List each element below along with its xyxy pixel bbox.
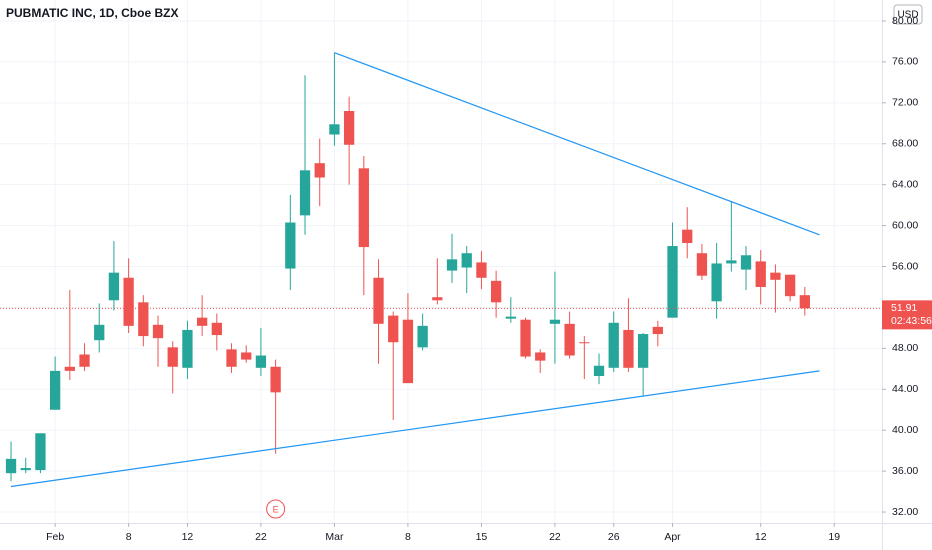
candle-body xyxy=(505,316,516,319)
candle-body xyxy=(476,262,487,278)
candle-body xyxy=(64,366,75,371)
candle-body xyxy=(138,302,149,337)
candle-body xyxy=(314,163,325,178)
candle-body xyxy=(358,168,369,248)
y-tick-label: 40.00 xyxy=(892,424,918,436)
candle-body xyxy=(167,347,178,367)
candle-body xyxy=(123,277,134,326)
x-tick-label: 15 xyxy=(476,531,488,543)
candle-body xyxy=(446,259,458,271)
candle-body xyxy=(152,324,164,339)
candle-body xyxy=(94,324,105,341)
y-tick-label: 48.00 xyxy=(892,342,918,354)
candle-body xyxy=(285,222,296,269)
candle-body xyxy=(20,468,31,471)
price-label-box xyxy=(882,300,932,330)
x-tick-label: Mar xyxy=(325,531,344,543)
candle-body xyxy=(490,280,502,303)
price-label: 51.91 xyxy=(891,302,917,314)
candle-body xyxy=(182,329,193,368)
x-tick-label: 22 xyxy=(255,531,267,543)
candle-body xyxy=(593,365,605,376)
candle-body xyxy=(49,370,61,410)
currency[interactable]: USD xyxy=(897,10,918,21)
candle-body xyxy=(226,349,237,367)
candle-body xyxy=(652,326,663,335)
candle-body xyxy=(5,458,17,474)
earnings-label: E xyxy=(273,504,279,514)
candle-body xyxy=(35,433,46,471)
candle-body xyxy=(520,319,531,357)
x-tick-label: 22 xyxy=(549,531,561,543)
y-tick-label: 80.00 xyxy=(892,15,918,27)
currency-box[interactable] xyxy=(893,4,923,25)
trendline xyxy=(334,52,820,236)
candle-body xyxy=(579,342,590,344)
candle-body xyxy=(726,260,737,264)
candle-body xyxy=(799,295,810,309)
candle-body xyxy=(343,111,355,145)
x-tick-label: Feb xyxy=(46,531,64,543)
candle-body xyxy=(255,355,267,368)
candle-body xyxy=(211,322,222,336)
y-tick-label: 64.00 xyxy=(892,178,918,190)
candle-body xyxy=(402,319,414,384)
candle-body xyxy=(196,317,208,326)
candle-body xyxy=(784,274,796,297)
candle-body xyxy=(270,366,281,393)
candle-body xyxy=(329,124,340,135)
candle-body xyxy=(535,352,546,361)
candle-body xyxy=(755,261,766,287)
candle-body xyxy=(461,253,472,268)
candle-body xyxy=(623,329,634,368)
y-tick-label: 32.00 xyxy=(892,506,918,518)
candle-body xyxy=(432,297,443,301)
candle-body xyxy=(373,277,384,324)
candle-body xyxy=(682,229,693,243)
y-tick-label: 56.00 xyxy=(892,260,918,272)
chart-title: PUBMATIC INC, 1D, Cboe BZX xyxy=(6,6,178,20)
candle-body xyxy=(549,319,561,324)
candle-body xyxy=(108,272,120,301)
y-tick-label: 72.00 xyxy=(892,97,918,109)
trendline xyxy=(10,370,820,488)
y-tick-label: 76.00 xyxy=(892,56,918,68)
x-tick-label: 26 xyxy=(608,531,620,543)
candle-body xyxy=(770,272,781,280)
y-tick-label: 44.00 xyxy=(892,383,918,395)
candle-body xyxy=(740,255,752,270)
x-tick-label: Apr xyxy=(664,531,681,543)
candle-body xyxy=(388,315,399,343)
candle-body xyxy=(667,246,678,318)
candle-body xyxy=(417,325,428,348)
x-tick-label: 8 xyxy=(405,531,411,543)
countdown: 02:43:56 xyxy=(891,315,932,327)
x-tick-label: 8 xyxy=(126,531,132,543)
candle-body xyxy=(564,323,575,356)
candle-body xyxy=(711,263,722,302)
y-tick-label: 68.00 xyxy=(892,138,918,150)
candle-body xyxy=(696,253,708,276)
x-tick-label: 12 xyxy=(755,531,767,543)
y-tick-label: 36.00 xyxy=(892,465,918,477)
x-tick-label: 12 xyxy=(182,531,194,543)
candle-body xyxy=(637,334,649,368)
candle-body xyxy=(241,352,252,360)
y-tick-label: 60.00 xyxy=(892,219,918,231)
earnings-marker xyxy=(266,499,286,519)
candle-body xyxy=(79,354,90,367)
x-tick-label: 19 xyxy=(828,531,840,543)
candle-body xyxy=(299,170,311,216)
candle-body xyxy=(608,322,619,368)
